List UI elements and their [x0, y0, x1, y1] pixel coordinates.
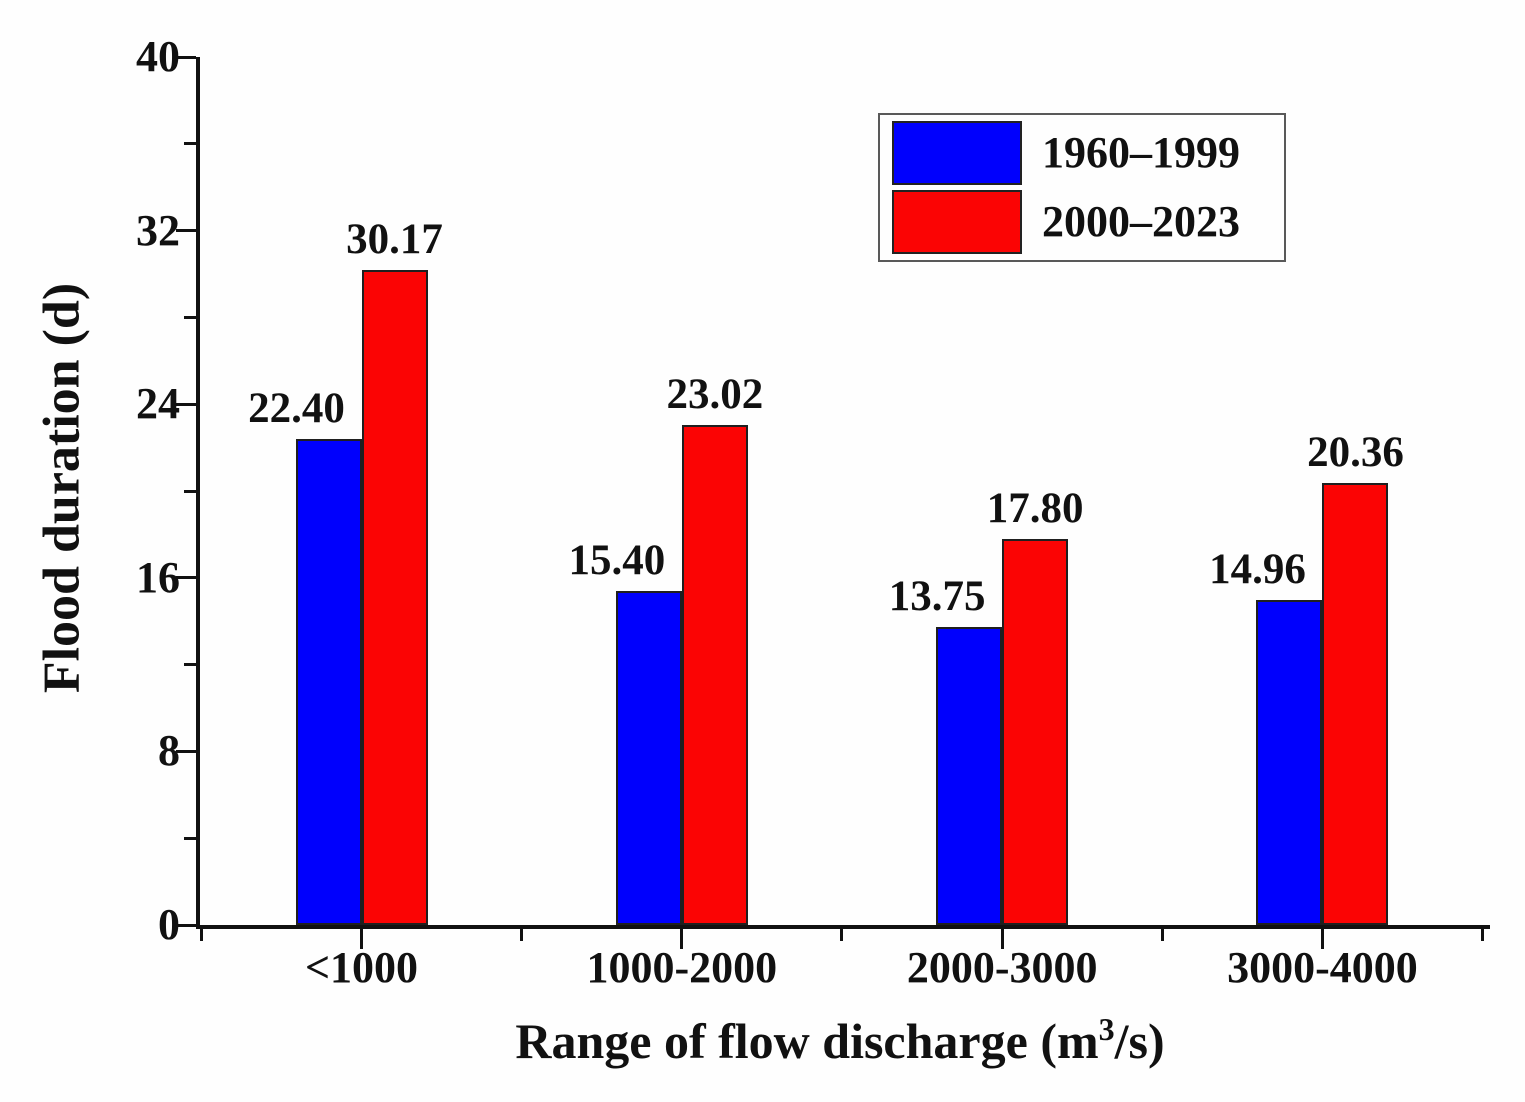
bar-2000–2023-3000-4000: [1322, 483, 1389, 925]
x-axis-title-suffix: /s): [1114, 1013, 1165, 1069]
bar-value-label: 22.40: [248, 384, 345, 432]
bar-1960–1999-<1000: [295, 438, 362, 925]
bar-2000–2023-2000-3000: [1002, 538, 1069, 925]
x-minor-tick: [840, 929, 844, 941]
y-tick-label: 8: [158, 726, 180, 776]
y-major-tick: [176, 749, 196, 753]
legend-row-1960-1999: 1960–1999: [892, 120, 1284, 185]
x-tick-label: 2000-3000: [906, 943, 1098, 992]
legend-swatch-blue: [892, 120, 1022, 185]
bar-1960–1999-3000-4000: [1256, 600, 1323, 925]
x-minor-tick: [199, 929, 203, 941]
y-major-tick: [176, 576, 196, 580]
y-major-tick: [176, 229, 196, 233]
x-minor-tick: [1481, 929, 1485, 941]
x-axis-title: Range of flow discharge (m3/s): [515, 1012, 1164, 1070]
bar-value-label: 30.17: [346, 216, 443, 264]
y-minor-tick: [184, 663, 196, 667]
y-axis-title: Flood duration (d): [33, 282, 91, 694]
x-minor-tick: [520, 929, 524, 941]
y-tick-label: 24: [136, 379, 180, 429]
bar-2000–2023-1000-2000: [681, 425, 748, 925]
y-minor-tick: [184, 836, 196, 840]
y-minor-tick: [184, 142, 196, 146]
x-tick-label: 1000-2000: [586, 943, 778, 992]
plot-area: 22.40 15.40 13.75 14.96 30.17 23.02 17.80 20.36: [176, 55, 1490, 949]
legend-row-2000-2023: 2000–2023: [892, 190, 1284, 255]
y-tick-label: 0: [158, 900, 180, 949]
legend-label-2000-2023: 2000–2023: [1042, 197, 1240, 247]
bar-2000–2023-<1000: [361, 270, 428, 925]
y-major-tick: [176, 55, 196, 59]
x-tick-label: 3000-4000: [1227, 943, 1418, 992]
x-axis-title-prefix: Range of flow discharge (m: [515, 1013, 1099, 1069]
x-major-tick: [680, 929, 684, 949]
bar-value-label: 15.40: [568, 536, 666, 584]
bar-value-label: 13.75: [888, 572, 986, 620]
bar-1960–1999-2000-3000: [936, 626, 1003, 925]
bar-value-label: 17.80: [986, 484, 1084, 532]
x-axis-title-superscript: 3: [1098, 1011, 1115, 1047]
bar-value-label: 23.02: [666, 371, 764, 419]
y-major-tick: [176, 923, 196, 927]
x-tick-label: <1000: [304, 943, 419, 992]
x-major-tick: [1000, 929, 1004, 949]
y-tick-label: 16: [136, 552, 180, 602]
legend: 1960–1999 2000–2023: [878, 113, 1286, 262]
x-major-tick: [360, 929, 363, 949]
y-tick-label: 40: [136, 32, 180, 81]
bar-1960–1999-1000-2000: [615, 590, 682, 925]
legend-label-1960-1999: 1960–1999: [1042, 127, 1240, 177]
bar-value-label: 20.36: [1307, 429, 1404, 477]
bar-value-label: 14.96: [1209, 546, 1306, 594]
legend-swatch-red: [892, 190, 1022, 255]
y-tick-label: 32: [136, 205, 180, 255]
y-major-tick: [176, 402, 196, 406]
y-minor-tick: [184, 489, 196, 493]
x-major-tick: [1320, 929, 1324, 949]
y-minor-tick: [184, 315, 196, 319]
x-minor-tick: [1160, 929, 1164, 941]
